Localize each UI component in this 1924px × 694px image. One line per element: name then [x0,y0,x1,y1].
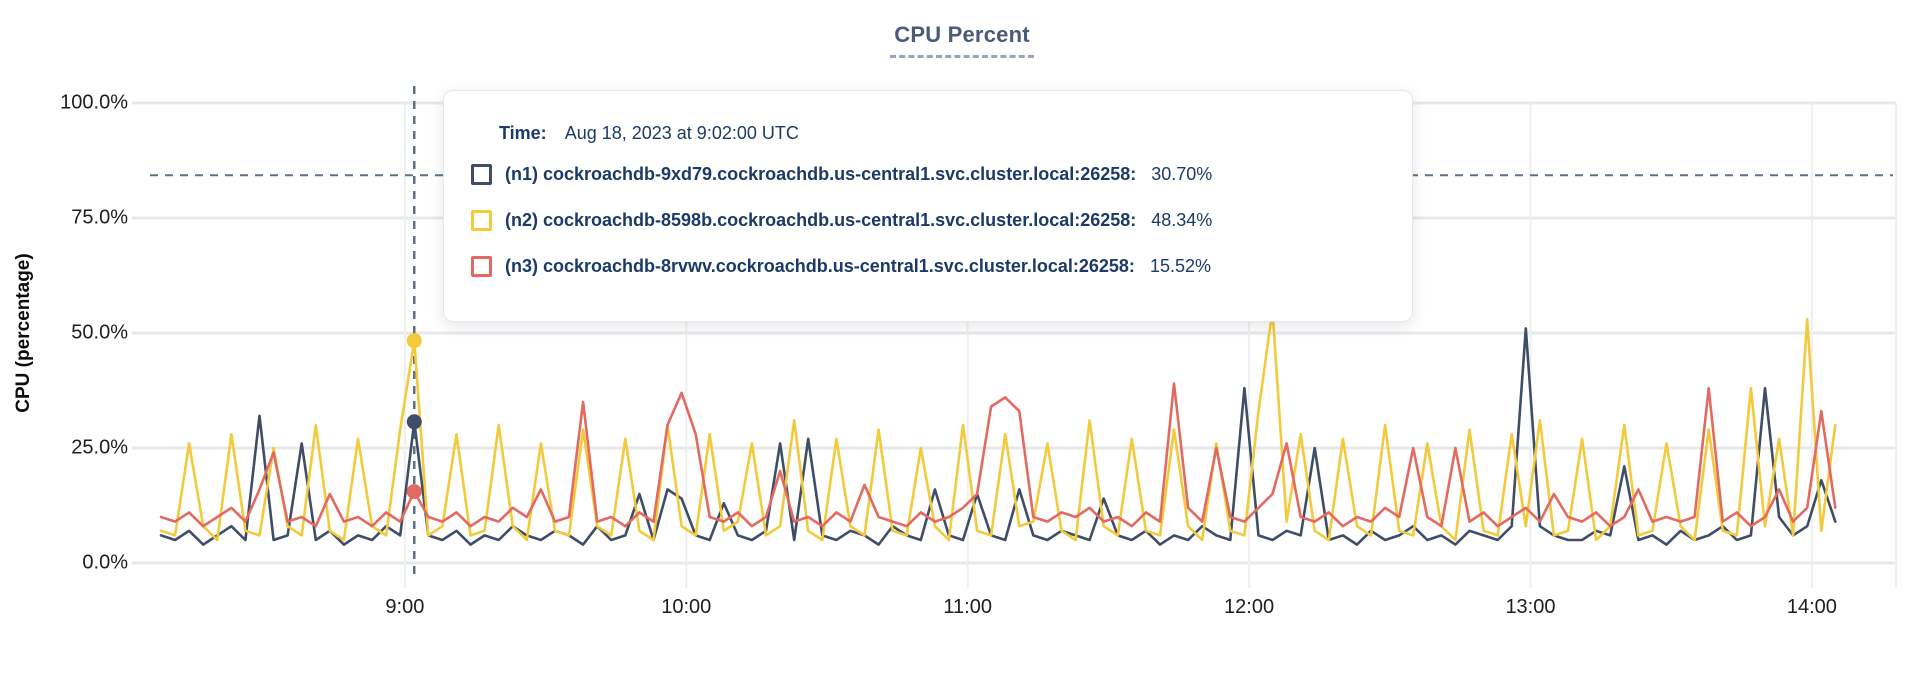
y-tick-label: 100.0% [60,91,128,114]
tooltip-time-row: Time: Aug 18, 2023 at 9:02:00 UTC [499,123,1382,144]
tooltip-series-value: 15.52% [1149,256,1211,276]
series-line-n1 [159,327,1837,546]
hover-dot-n3 [406,484,422,500]
tooltip-series-name: (n1) cockroachdb-9xd79.cockroachdb.us-ce… [505,164,1137,184]
tooltip-row-n2: (n2) cockroachdb-8598b.cockroachdb.us-ce… [471,210,1382,231]
tooltip-series-name: (n3) cockroachdb-8rvwv.cockroachdb.us-ce… [505,256,1135,276]
tooltip-series-value: 30.70% [1151,164,1213,184]
tooltip-row-n3: (n3) cockroachdb-8rvwv.cockroachdb.us-ce… [471,256,1382,277]
series-line-n2 [159,308,1837,542]
tooltip-series-value: 48.34% [1151,210,1213,230]
hover-dot-n1 [406,414,422,430]
x-tick-label: 14:00 [1786,596,1837,618]
hover-tooltip: Time: Aug 18, 2023 at 9:02:00 UTC (n1) c… [443,90,1413,322]
series-n3-swatch-icon [471,256,492,277]
series-line-n3 [159,382,1837,528]
chart-title: CPU Percent [890,22,1034,58]
x-tick-label: 9:00 [385,596,425,618]
series-n1-swatch-icon [471,164,492,185]
chart-header: CPU Percent [0,22,1924,58]
tooltip-time-value: Aug 18, 2023 at 9:02:00 UTC [564,123,799,143]
tooltip-row-n1: (n1) cockroachdb-9xd79.cockroachdb.us-ce… [471,164,1382,185]
x-tick-label: 13:00 [1505,596,1556,618]
x-tick-label: 12:00 [1224,596,1275,618]
series-n2-swatch-icon [471,210,492,231]
tooltip-series-name: (n2) cockroachdb-8598b.cockroachdb.us-ce… [505,210,1137,230]
x-tick-label: 10:00 [661,596,712,618]
x-tick-label: 11:00 [943,596,992,618]
y-tick-label: 75.0% [71,206,128,229]
tooltip-time-label: Time: [499,123,547,143]
y-tick-label: 25.0% [71,436,128,459]
y-tick-label: 50.0% [71,321,128,344]
hover-dot-n2 [406,333,422,349]
y-tick-label: 0.0% [82,551,128,574]
